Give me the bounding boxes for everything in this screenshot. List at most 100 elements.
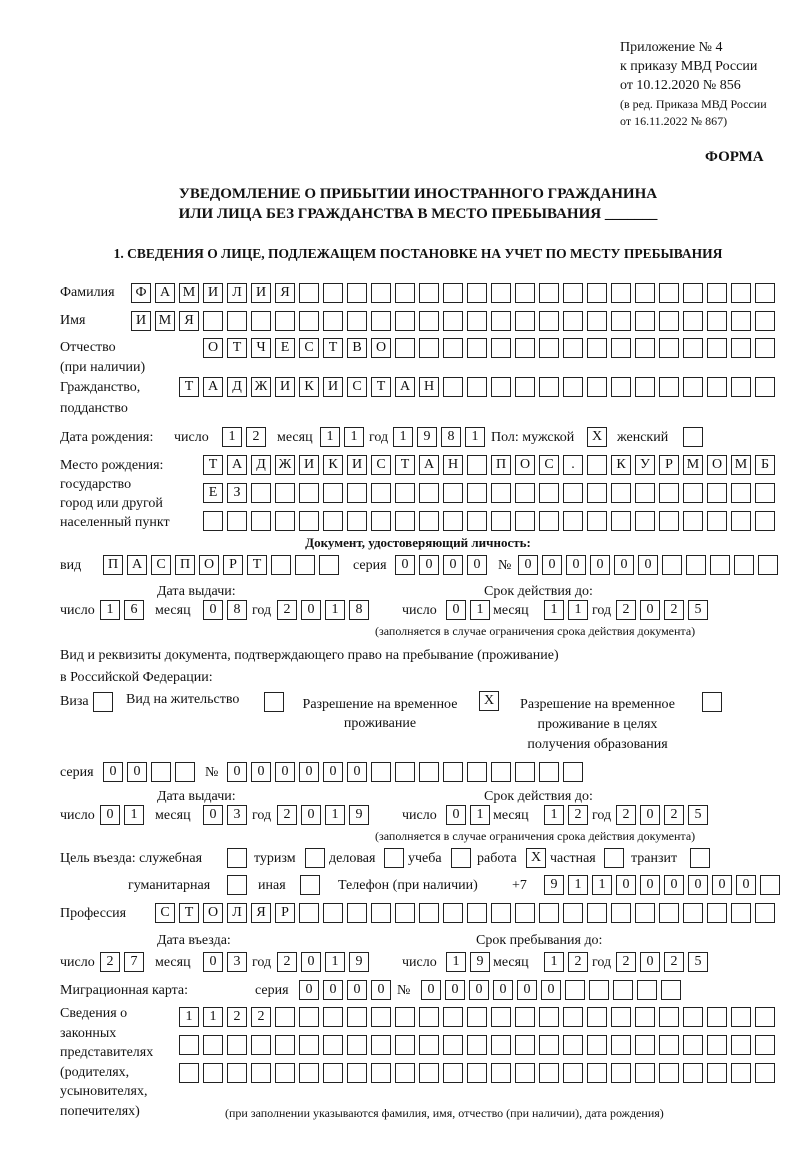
char-box[interactable]: 0 (638, 555, 658, 575)
char-box[interactable]: О (199, 555, 219, 575)
char-box[interactable] (731, 1035, 751, 1055)
char-box[interactable]: 9 (470, 952, 490, 972)
char-box[interactable] (515, 1035, 535, 1055)
char-box[interactable] (179, 1063, 199, 1083)
char-box[interactable]: М (731, 455, 751, 475)
char-box[interactable]: 7 (124, 952, 144, 972)
char-box[interactable] (587, 1007, 607, 1027)
char-box[interactable] (419, 1063, 439, 1083)
char-box[interactable]: Д (251, 455, 271, 475)
char-box[interactable]: М (179, 283, 199, 303)
char-box[interactable] (611, 311, 631, 331)
char-box[interactable] (491, 377, 511, 397)
char-box[interactable]: Е (203, 483, 223, 503)
char-box[interactable]: 8 (441, 427, 461, 447)
purpose-study-checkbox[interactable] (451, 848, 471, 868)
char-box[interactable]: 1 (393, 427, 413, 447)
char-box[interactable] (539, 283, 559, 303)
char-box[interactable]: 0 (616, 875, 636, 895)
char-box[interactable]: С (299, 338, 319, 358)
char-box[interactable] (563, 511, 583, 531)
char-box[interactable]: 3 (227, 805, 247, 825)
char-box[interactable] (707, 1063, 727, 1083)
char-box[interactable]: 0 (467, 555, 487, 575)
char-box[interactable] (659, 338, 679, 358)
char-box[interactable] (635, 1007, 655, 1027)
char-box[interactable] (702, 692, 722, 712)
char-box[interactable] (467, 338, 487, 358)
char-box[interactable]: 9 (349, 952, 369, 972)
char-box[interactable]: 0 (541, 980, 561, 1000)
char-box[interactable] (539, 511, 559, 531)
char-box[interactable]: 2 (616, 952, 636, 972)
char-box[interactable] (707, 311, 727, 331)
char-box[interactable] (371, 311, 391, 331)
char-box[interactable]: 5 (688, 952, 708, 972)
char-box[interactable] (758, 555, 778, 575)
char-box[interactable]: А (127, 555, 147, 575)
char-box[interactable] (419, 511, 439, 531)
char-box[interactable] (491, 1035, 511, 1055)
char-box[interactable] (323, 1007, 343, 1027)
char-box[interactable]: 0 (299, 762, 319, 782)
char-box[interactable] (604, 848, 624, 868)
char-box[interactable] (731, 338, 751, 358)
char-box[interactable] (419, 903, 439, 923)
char-box[interactable] (371, 1063, 391, 1083)
char-box[interactable] (443, 338, 463, 358)
char-box[interactable] (515, 762, 535, 782)
char-box[interactable]: 0 (445, 980, 465, 1000)
char-box[interactable]: 0 (347, 980, 367, 1000)
char-box[interactable] (731, 1007, 751, 1027)
char-box[interactable] (251, 511, 271, 531)
char-box[interactable] (443, 903, 463, 923)
char-box[interactable]: 0 (347, 762, 367, 782)
char-box[interactable] (707, 377, 727, 397)
char-box[interactable]: 0 (103, 762, 123, 782)
char-box[interactable]: П (491, 455, 511, 475)
char-box[interactable] (539, 483, 559, 503)
char-box[interactable] (347, 903, 367, 923)
char-box[interactable]: 1 (179, 1007, 199, 1027)
char-box[interactable] (683, 483, 703, 503)
char-box[interactable]: 0 (421, 980, 441, 1000)
char-box[interactable]: 0 (227, 762, 247, 782)
char-box[interactable] (491, 338, 511, 358)
char-box[interactable] (251, 311, 271, 331)
char-box[interactable] (731, 483, 751, 503)
char-box[interactable] (611, 483, 631, 503)
char-box[interactable] (755, 483, 775, 503)
char-box[interactable] (491, 903, 511, 923)
char-box[interactable]: 2 (664, 952, 684, 972)
char-box[interactable] (347, 1035, 367, 1055)
char-box[interactable]: 0 (640, 875, 660, 895)
char-box[interactable]: С (347, 377, 367, 397)
char-box[interactable]: 8 (227, 600, 247, 620)
char-box[interactable]: С (155, 903, 175, 923)
char-box[interactable]: А (227, 455, 247, 475)
char-box[interactable]: 1 (100, 600, 120, 620)
char-box[interactable] (347, 483, 367, 503)
char-box[interactable]: 0 (640, 600, 660, 620)
char-box[interactable]: X (587, 427, 607, 447)
char-box[interactable] (443, 377, 463, 397)
char-box[interactable] (371, 283, 391, 303)
char-box[interactable]: Т (395, 455, 415, 475)
trp-checkbox[interactable]: X (479, 691, 499, 711)
char-box[interactable]: А (155, 283, 175, 303)
char-box[interactable] (661, 980, 681, 1000)
char-box[interactable] (611, 903, 631, 923)
char-box[interactable] (467, 311, 487, 331)
char-box[interactable]: 0 (251, 762, 271, 782)
char-box[interactable]: 0 (614, 555, 634, 575)
char-box[interactable] (275, 1007, 295, 1027)
purpose-transit-checkbox[interactable] (690, 848, 710, 868)
